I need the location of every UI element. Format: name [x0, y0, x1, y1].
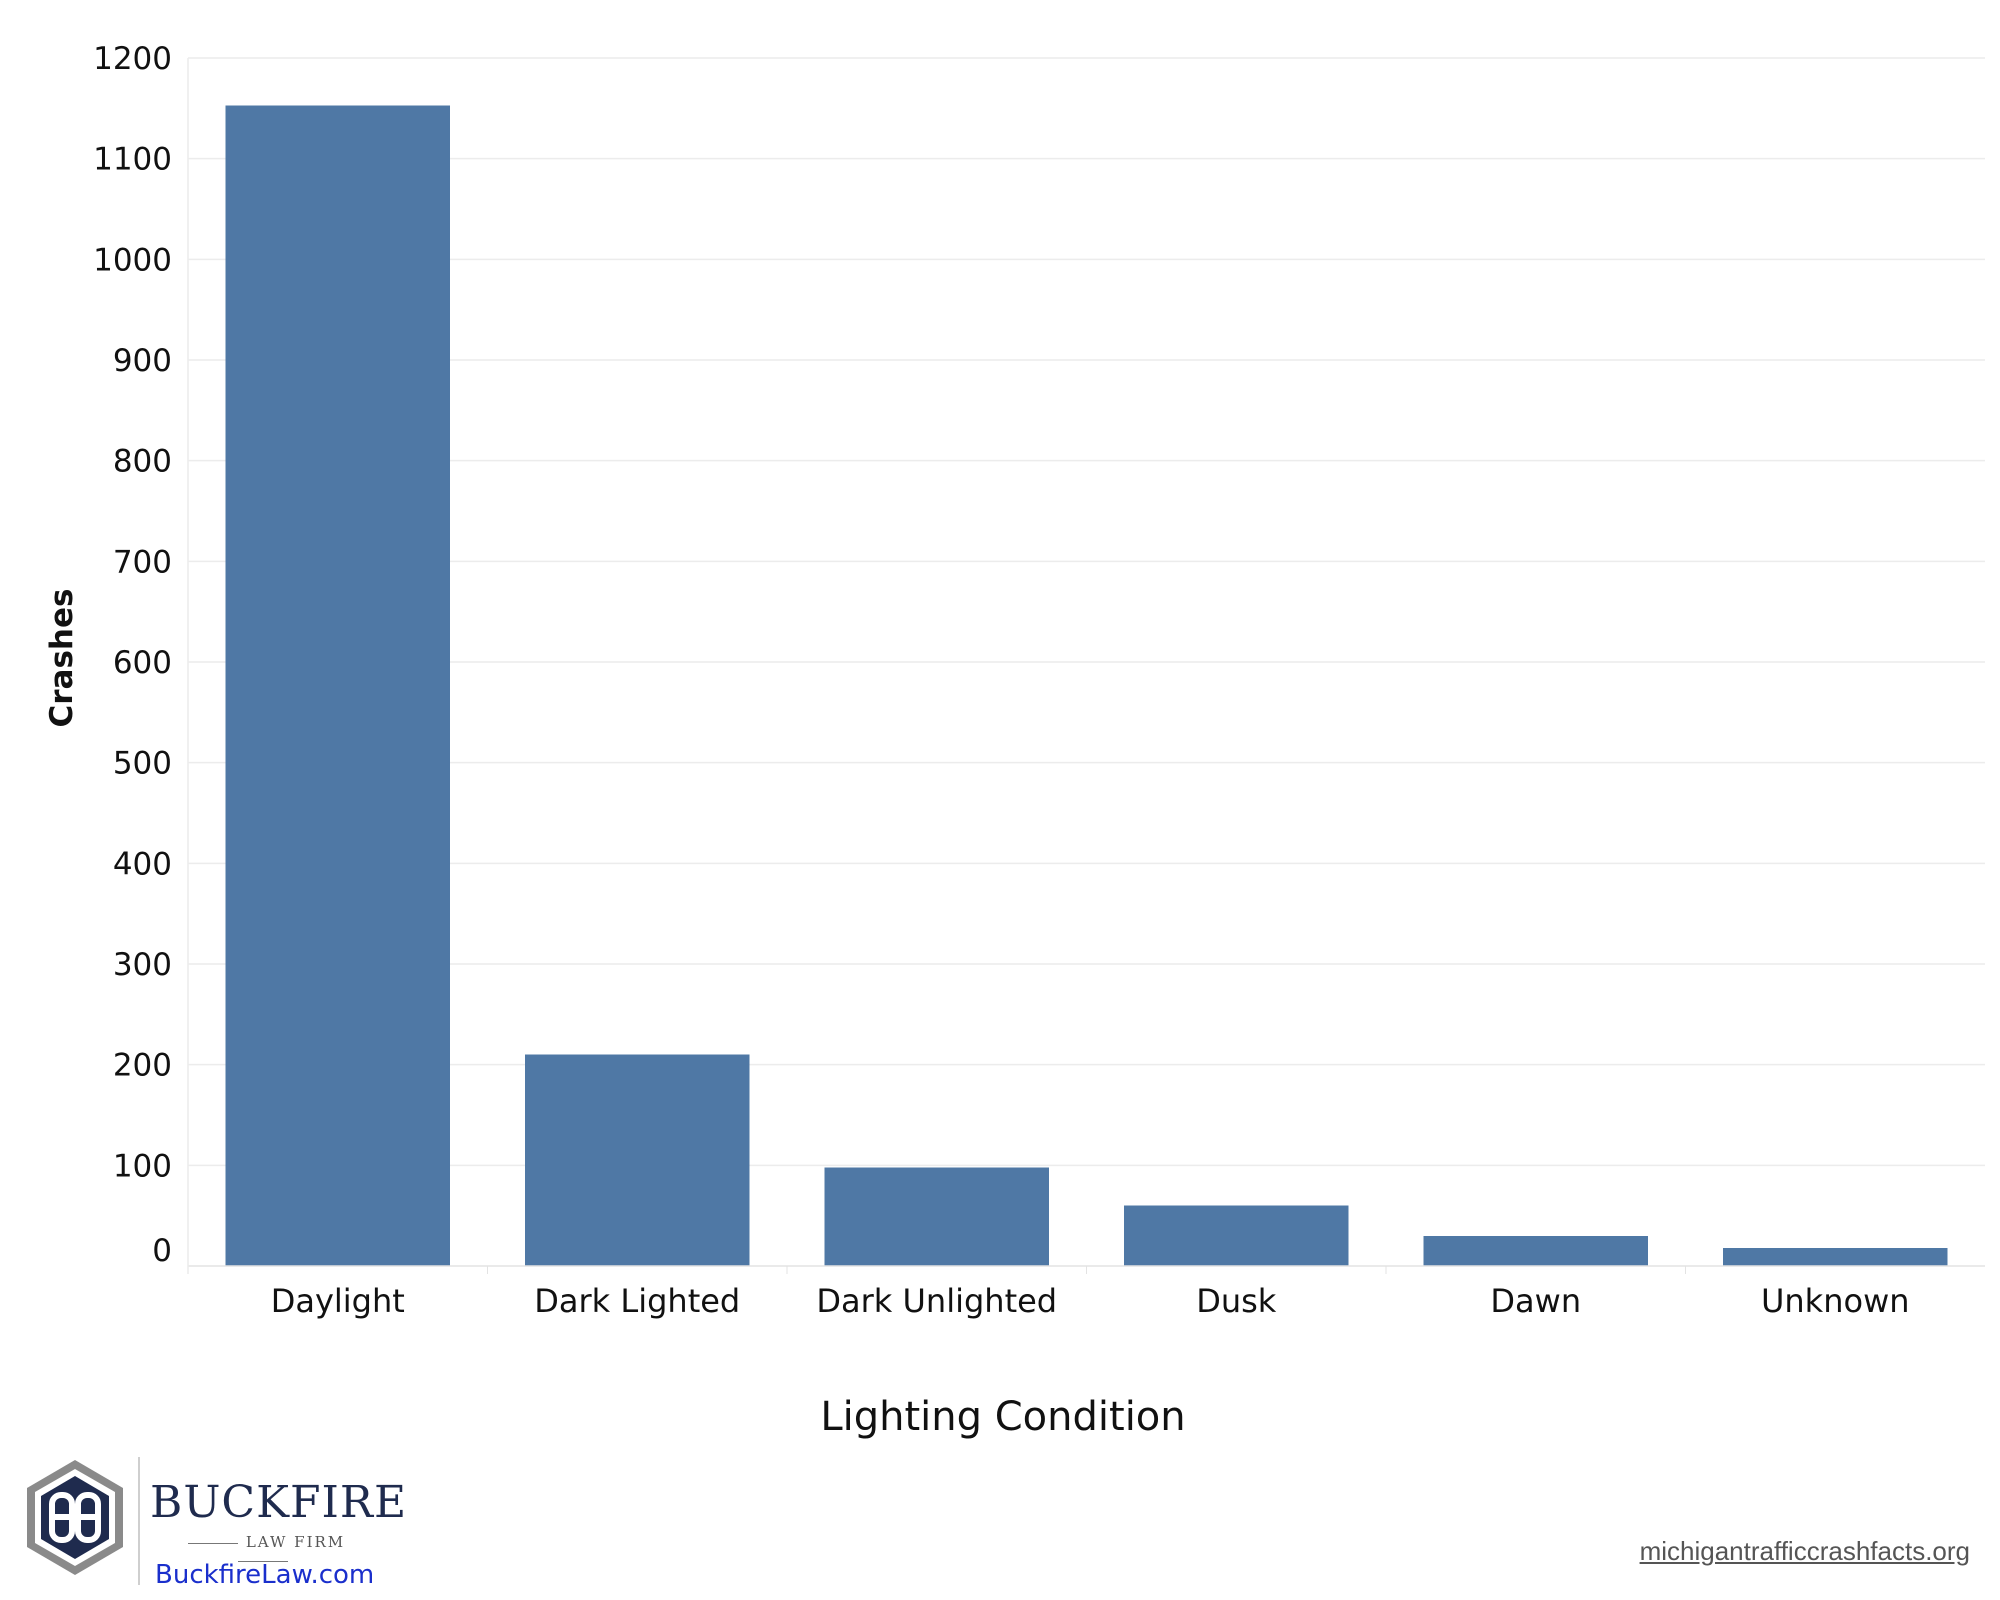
x-tick-label: Dark Unlighted: [816, 1282, 1057, 1320]
y-tick-label: 300: [113, 947, 172, 983]
y-tick-label: 100: [113, 1148, 172, 1184]
y-tick-label: 600: [113, 645, 172, 681]
y-tick-label: 700: [113, 544, 172, 580]
y-tick-label: 800: [113, 444, 172, 480]
logo-url-link[interactable]: BuckfireLaw.com: [155, 1560, 375, 1590]
bar-dark-lighted: [524, 1054, 750, 1266]
y-axis-title: Crashes: [44, 589, 80, 728]
y-tick-label: 400: [113, 846, 172, 882]
y-tick-label: 1000: [93, 242, 172, 278]
y-axis-ticks: 0 100 200 300 400 500 600 700 800 900 1000 1100 1200: [93, 41, 172, 1269]
logo-name: BUCKFIRE: [150, 1477, 408, 1528]
logo-subtitle: LAW FIRM: [150, 1533, 375, 1569]
buckfire-hexagon-icon: [27, 1460, 123, 1575]
gridlines: [188, 57, 1985, 1167]
x-tick-label: Unknown: [1761, 1282, 1910, 1320]
x-tick-label: Dusk: [1196, 1282, 1277, 1320]
x-tick-label: Dark Lighted: [534, 1282, 740, 1320]
y-tick-label: 0: [152, 1233, 172, 1269]
bar-daylight: [225, 105, 451, 1266]
bar-dawn: [1423, 1235, 1649, 1266]
bar-dark-unlighted: [824, 1167, 1050, 1266]
y-tick-label: 1100: [93, 142, 172, 178]
bar-dusk: [1123, 1205, 1349, 1266]
y-tick-label: 500: [113, 746, 172, 782]
y-tick-label: 900: [113, 343, 172, 379]
x-axis-labels: Daylight Dark Lighted Dark Unlighted Dusk Da…: [271, 1266, 1910, 1320]
buckfire-logo: BUCKFIRE LAW FIRM BuckfireLaw.com: [20, 1455, 406, 1595]
source-link[interactable]: michigantrafficcrashfacts.org: [1639, 1536, 1970, 1566]
x-tick-label: Dawn: [1490, 1282, 1581, 1320]
x-axis-title: Lighting Condition: [820, 1394, 1185, 1440]
bar-unknown: [1722, 1247, 1948, 1266]
bars: [225, 105, 1948, 1266]
logo-divider: [138, 1457, 140, 1585]
y-tick-label: 1200: [93, 41, 172, 77]
y-tick-label: 200: [113, 1048, 172, 1084]
x-tick-label: Daylight: [271, 1282, 405, 1320]
